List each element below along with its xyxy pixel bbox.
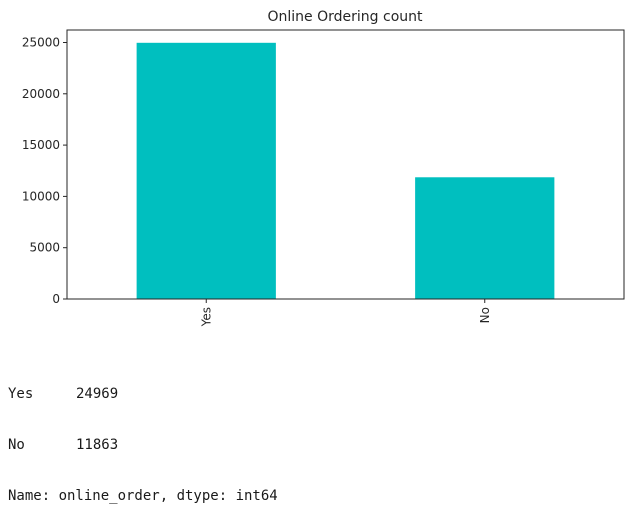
y-tick-label: 20000: [22, 87, 60, 101]
output-row-label: Yes: [8, 386, 34, 402]
output-row-value: 24969: [76, 386, 119, 402]
chart-canvas: Online Ordering count Yes No 0 5000 10000 150…: [22, 9, 625, 327]
bar-yes: [136, 42, 276, 300]
output-footer: Name: online_order, dtype: int64: [8, 488, 278, 504]
output-row-no: No 11863: [8, 437, 278, 454]
bar-no: [415, 177, 555, 299]
output-row-label: No: [8, 437, 25, 453]
y-tick-label: 0: [52, 292, 60, 306]
y-tick-label: 10000: [22, 189, 60, 203]
y-tick-label: 5000: [29, 241, 60, 255]
chart-title: Online Ordering count: [268, 9, 424, 25]
output-row-value: 11863: [76, 437, 119, 453]
plot-frame: [66, 29, 625, 300]
series-output: Yes 24969 No 11863 Name: online_order, dty…: [8, 352, 278, 522]
x-tick-label: Yes: [199, 307, 213, 327]
bar-chart: Online Ordering count Yes No 0 5000 10000 150…: [22, 9, 625, 327]
y-tick-label: 25000: [22, 35, 60, 49]
x-tick-label: No: [478, 307, 492, 323]
y-tick-label: 15000: [22, 138, 60, 152]
output-row-yes: Yes 24969: [8, 386, 278, 403]
